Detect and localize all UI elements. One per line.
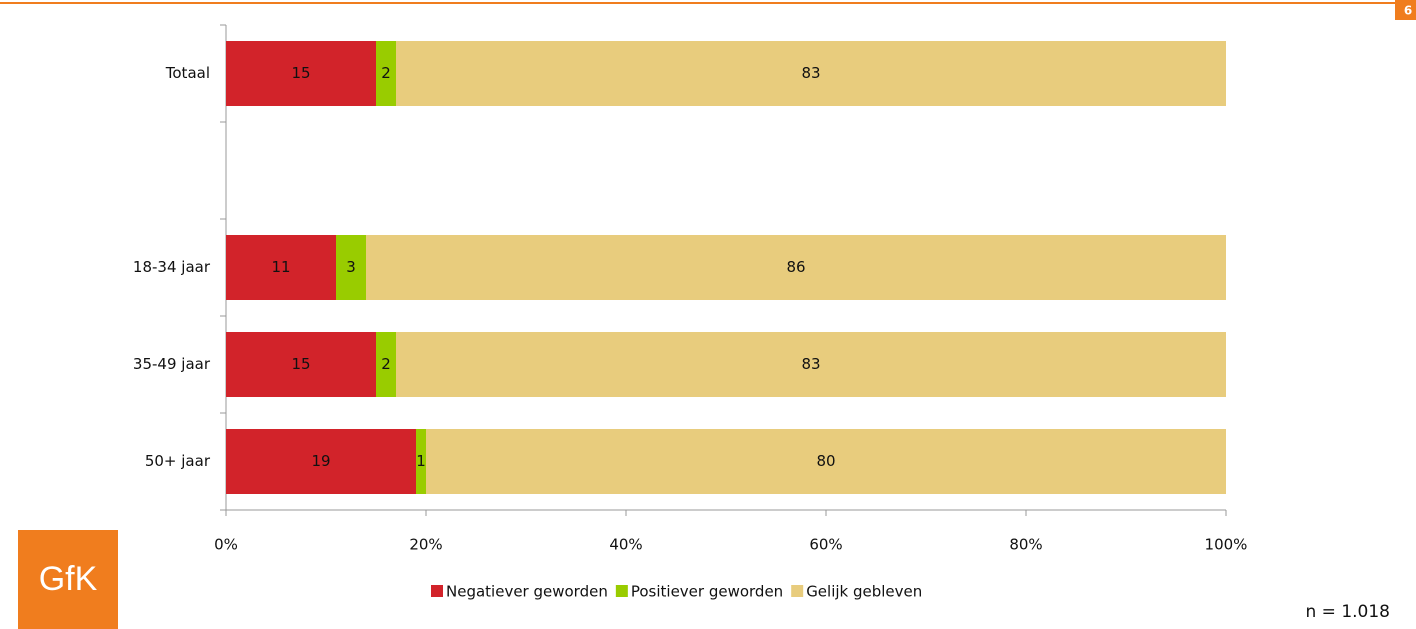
y-tick-label: 18-34 jaar (133, 258, 211, 276)
x-tick-label: 80% (1009, 536, 1042, 554)
y-tick-label: 50+ jaar (145, 452, 211, 470)
data-label: 2 (381, 64, 391, 82)
legend-label: Gelijk gebleven (806, 583, 922, 601)
data-label: 86 (786, 258, 805, 276)
legend-swatch (791, 585, 804, 597)
bar-segment (376, 41, 396, 106)
bar-segment (396, 332, 1226, 397)
bar-segment (226, 429, 416, 494)
data-label: 15 (291, 355, 310, 373)
x-tick-label: 40% (609, 536, 642, 554)
data-label: 1 (416, 452, 426, 470)
bar-segment (226, 41, 376, 106)
bar-segment (376, 332, 396, 397)
bar-segment (426, 429, 1226, 494)
legend-swatch (431, 585, 443, 597)
legend-swatch (615, 585, 628, 597)
legend-label: Positiever geworden (631, 583, 783, 601)
note: n = 1.018 (1306, 602, 1391, 622)
x-tick-label: 20% (409, 536, 442, 554)
y-tick-label: 35-49 jaar (133, 355, 211, 373)
page-badge (1395, 0, 1416, 20)
bar-segment (396, 41, 1226, 106)
x-tick-label: 0% (214, 536, 238, 554)
data-label: 83 (801, 64, 820, 82)
bar-segment (366, 235, 1226, 300)
data-label: 83 (801, 355, 820, 373)
y-tick-label: Totaal (165, 64, 210, 82)
data-label: 11 (271, 258, 290, 276)
logo: GfK (39, 560, 98, 598)
bar-segment (416, 429, 426, 494)
logo-box (18, 530, 118, 629)
page-number: 6 (1404, 4, 1412, 18)
bar-segment (226, 235, 336, 300)
data-label: 19 (311, 452, 330, 470)
data-label: 15 (291, 64, 310, 82)
x-tick-label: 100% (1205, 536, 1248, 554)
data-label: 3 (346, 258, 356, 276)
bar-segment (336, 235, 366, 300)
data-label: 80 (816, 452, 835, 470)
x-tick-label: 60% (809, 536, 842, 554)
legend-label: Negatiever geworden (446, 583, 608, 601)
data-label: 2 (381, 355, 391, 373)
bar-segment (226, 332, 376, 397)
